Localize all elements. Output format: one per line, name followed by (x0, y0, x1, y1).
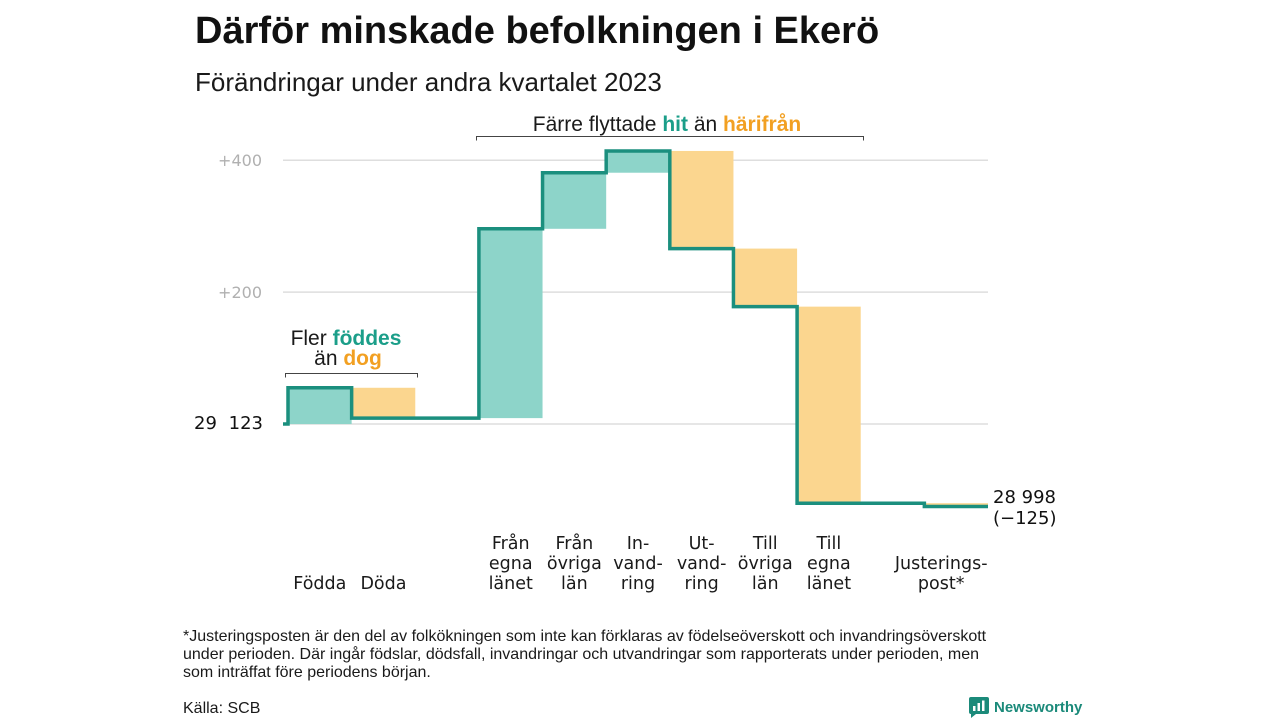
y-tick-label: +200 (218, 283, 262, 302)
category-label-in-vand-ring: In-vand-ring (613, 534, 663, 594)
bar-fodda (288, 387, 352, 425)
annotation-word: Fler (291, 327, 327, 350)
category-label-line: övriga (547, 554, 602, 574)
category-label-line: Från (492, 533, 530, 554)
bar-till-ovriga-lan (733, 248, 798, 307)
category-label-doda: Döda (360, 574, 406, 594)
natural-annotation-line-2: än dog (314, 347, 382, 370)
cumulative-step-line (283, 149, 988, 509)
annotation-word: än (314, 347, 337, 370)
category-label-line: län (561, 574, 588, 594)
page-subtitle: Förändringar under andra kvartalet 2023 (195, 67, 662, 97)
y-tick-label: +400 (218, 151, 262, 170)
category-label-ut-vand-ring: Ut-vand-ring (677, 534, 727, 594)
end-change-label: (−125) (993, 508, 1056, 529)
newsworthy-chart-bubble-icon (969, 697, 989, 718)
category-label-line: Till (752, 534, 778, 554)
category-label-line: övriga (738, 554, 793, 574)
natural-change-annotation: Fler föddes än dog (285, 327, 418, 378)
bars (288, 150, 988, 507)
annotation-word: Färre flyttade (533, 113, 657, 136)
gridlines (283, 159, 988, 425)
migration-annotation-text: Färre flyttade hit än härifrån (533, 113, 801, 136)
category-label-line: In- (627, 534, 650, 554)
newsworthy-logo: Newsworthy (969, 697, 1082, 719)
footnote-line: under perioden. Där ingår födslar, dödsf… (183, 646, 980, 663)
category-label-line: egna (489, 554, 533, 574)
category-label-line: länet (489, 574, 533, 594)
category-label-fodda: Födda (293, 574, 346, 594)
natural-change-bracket (285, 373, 418, 378)
annotation-highlight-out: härifrån (723, 113, 801, 136)
category-label-line: Justerings- (894, 554, 988, 574)
start-value-label: 29 123 (194, 413, 263, 434)
category-label-justerings-post: Justerings-post* (894, 554, 988, 594)
bar-in-vand-ring (606, 150, 670, 173)
category-label-line: län (752, 574, 779, 594)
category-label-line: ring (621, 574, 655, 594)
footnote: *Justeringsposten är den del av folkökni… (183, 628, 986, 682)
migration-bracket (476, 136, 864, 141)
annotation-highlight-born: föddes (333, 327, 402, 350)
category-label-line: Från (555, 533, 593, 554)
category-label-line: Ut- (689, 534, 715, 554)
category-label-line: vand- (677, 554, 727, 574)
annotation-highlight-died: dog (343, 347, 381, 370)
footnote-line: *Justeringsposten är den del av folkökni… (183, 628, 987, 645)
category-label-line: egna (807, 554, 851, 574)
source-credit: Källa: SCB (183, 700, 261, 717)
annotation-word: än (694, 113, 717, 136)
category-label-fran-egna-lanet: Från egna länet (489, 533, 533, 594)
category-label-line: vand- (613, 554, 663, 574)
category-label-line: Döda (360, 574, 406, 594)
step-line-layer (283, 149, 988, 509)
bar-ut-vand-ring (669, 150, 734, 249)
footnote-line: som inträffat före periodens början. (183, 664, 431, 681)
category-label-line: ring (685, 574, 719, 594)
category-label-fran-ovriga-lan: Från övriga län (547, 533, 602, 594)
category-label-line: Till (816, 534, 842, 554)
category-label-line: Födda (293, 574, 346, 594)
bar-fran-ovriga-lan (542, 172, 607, 229)
end-value-label: 28 998 (993, 487, 1056, 508)
category-label-line: länet (807, 574, 851, 594)
bar-doda (351, 387, 416, 419)
migration-annotation: Färre flyttade hit än härifrån (476, 113, 864, 141)
bar-till-egna-lanet (797, 306, 861, 504)
natural-annotation-line-1: Fler föddes (291, 327, 402, 350)
page-title: Därför minskade befolkningen i Ekerö (195, 10, 880, 52)
annotation-highlight-in: hit (662, 113, 688, 136)
category-label-till-ovriga-lan: Till övriga län (738, 534, 793, 594)
category-label-till-egna-lanet: Till egna länet (807, 534, 851, 594)
category-label-line: post* (918, 574, 965, 594)
logo-text: Newsworthy (994, 699, 1083, 716)
bar-fran-egna-lanet (478, 228, 543, 419)
